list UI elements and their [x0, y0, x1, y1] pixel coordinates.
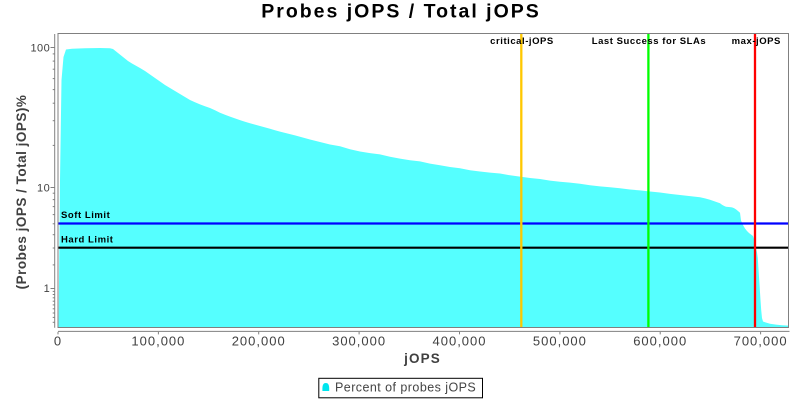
svg-text:500,000: 500,000 — [533, 334, 587, 349]
svg-text:10: 10 — [37, 182, 50, 194]
svg-text:Percent of probes jOPS: Percent of probes jOPS — [335, 380, 476, 394]
svg-text:critical-jOPS: critical-jOPS — [490, 36, 554, 47]
svg-text:jOPS: jOPS — [403, 351, 441, 366]
svg-text:200,000: 200,000 — [232, 334, 286, 349]
svg-text:Last Success for SLAs: Last Success for SLAs — [592, 36, 707, 47]
svg-text:100,000: 100,000 — [131, 334, 185, 349]
svg-text:600,000: 600,000 — [633, 334, 687, 349]
svg-text:Soft Limit: Soft Limit — [61, 210, 111, 221]
svg-text:400,000: 400,000 — [433, 334, 487, 349]
svg-text:300,000: 300,000 — [332, 334, 386, 349]
svg-text:1: 1 — [44, 283, 51, 295]
svg-text:(Probes jOPS / Total jOPS)%: (Probes jOPS / Total jOPS)% — [14, 95, 29, 290]
svg-text:0: 0 — [54, 334, 62, 349]
svg-text:max-jOPS: max-jOPS — [732, 36, 781, 47]
svg-text:Hard Limit: Hard Limit — [61, 235, 114, 246]
svg-text:Probes jOPS / Total jOPS: Probes jOPS / Total jOPS — [261, 1, 541, 23]
svg-text:100: 100 — [30, 42, 50, 54]
svg-text:700,000: 700,000 — [734, 334, 788, 349]
